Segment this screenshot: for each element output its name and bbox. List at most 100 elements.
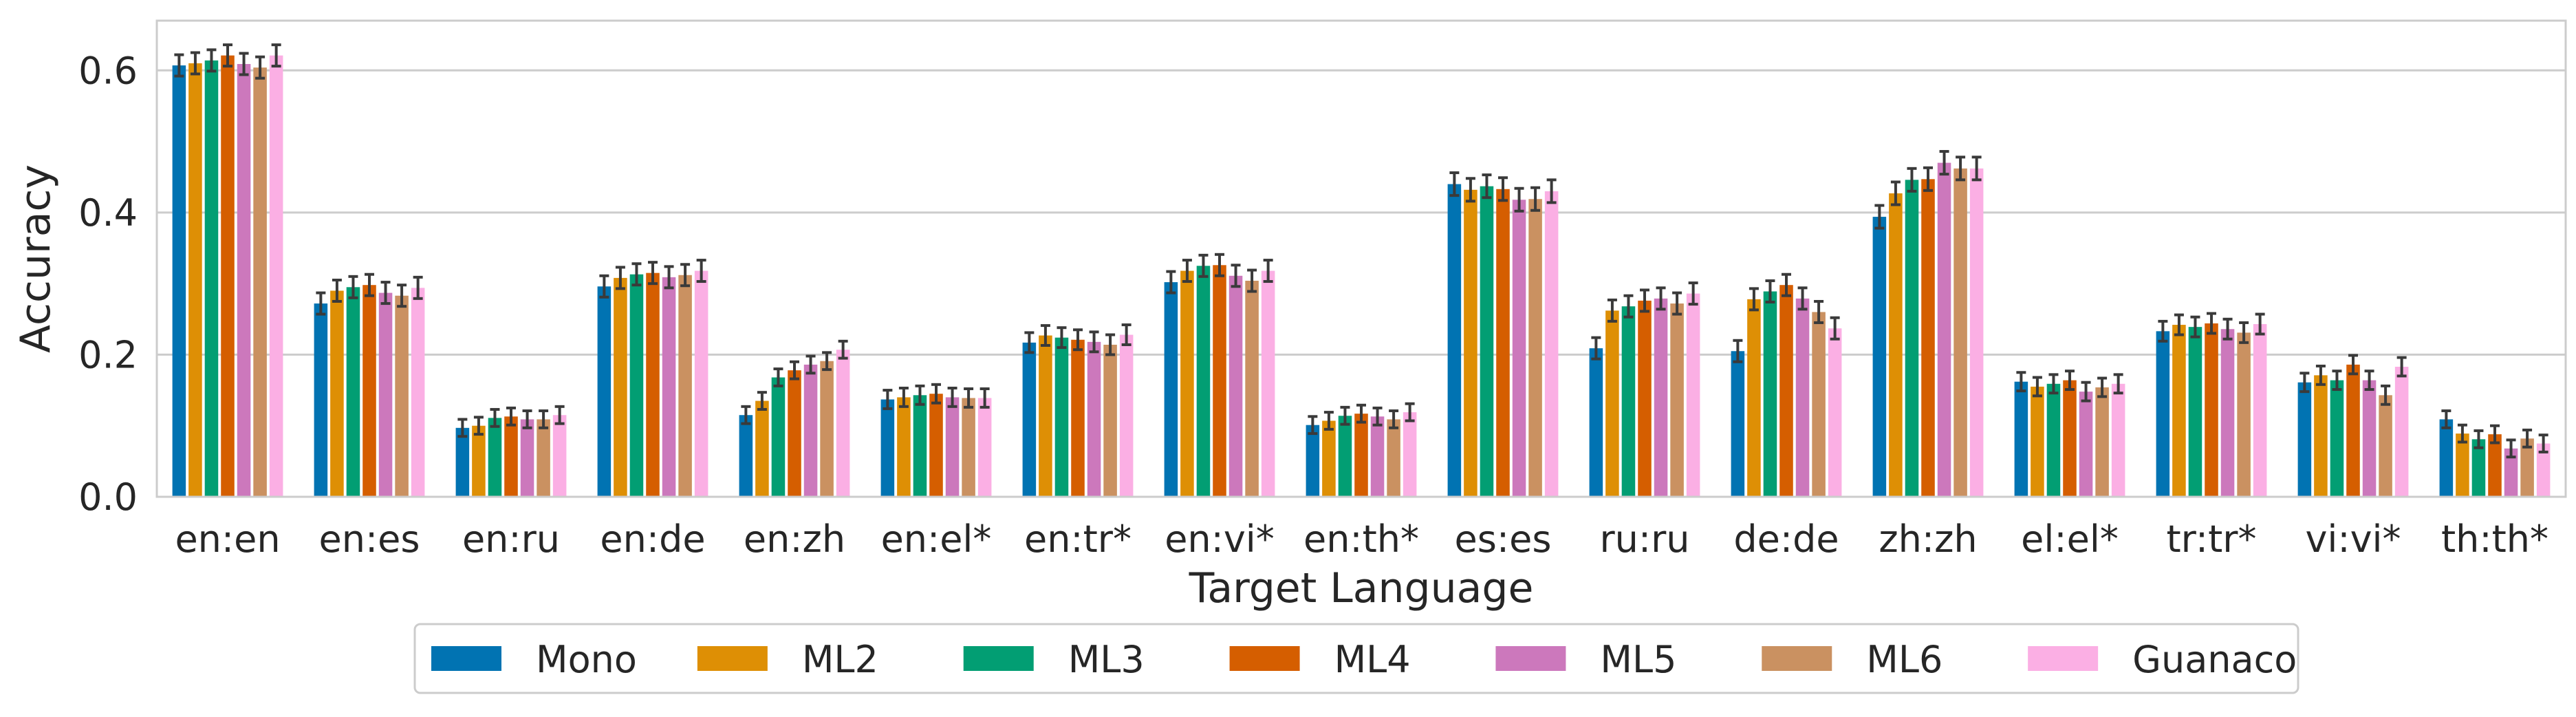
- bar: [1654, 298, 1668, 497]
- bar: [395, 295, 409, 497]
- bar: [1306, 425, 1320, 497]
- bar: [629, 274, 644, 497]
- bar: [1779, 285, 1793, 497]
- bar: [1480, 186, 1494, 497]
- bar: [678, 275, 692, 497]
- x-tick-label: zh:zh: [1879, 517, 1977, 561]
- bar: [1763, 291, 1777, 497]
- bar: [1370, 416, 1385, 497]
- bar: [1638, 300, 1652, 497]
- x-tick-label: th:th*: [2441, 517, 2548, 561]
- bar: [820, 361, 834, 497]
- bar: [1071, 339, 1085, 497]
- bar: [1245, 281, 1259, 497]
- legend-swatch: [697, 646, 768, 671]
- bar: [472, 425, 486, 497]
- bar: [1322, 420, 1336, 497]
- bar: [597, 286, 611, 497]
- bar: [269, 55, 283, 497]
- bar: [1103, 344, 1117, 497]
- bar: [2014, 381, 2028, 497]
- bar: [1354, 414, 1368, 497]
- bar: [2156, 331, 2170, 497]
- bar: [237, 64, 251, 497]
- bar: [1039, 335, 1052, 497]
- bar: [1261, 270, 1275, 497]
- bar: [1544, 191, 1559, 497]
- bar: [504, 416, 518, 497]
- x-tick-labels: en:en en:es en:ru en:de en:zh en:el* en:tr* en:…: [175, 517, 2548, 561]
- bar: [1447, 184, 1462, 497]
- bar: [1387, 419, 1400, 497]
- bar: [739, 415, 753, 497]
- bar: [1196, 266, 1211, 497]
- bar: [1889, 193, 1903, 497]
- bar: [1054, 337, 1069, 497]
- bar: [2031, 386, 2044, 497]
- x-tick-label: en:de: [600, 517, 705, 561]
- bar: [552, 415, 567, 497]
- bar: [1528, 199, 1542, 497]
- x-tick-label: el:el*: [2021, 517, 2119, 561]
- bar: [2205, 323, 2218, 497]
- bar: [1812, 312, 1826, 497]
- legend-box: [413, 623, 2299, 694]
- bar: [1731, 351, 1745, 497]
- bar: [1670, 303, 1684, 497]
- bar: [455, 427, 470, 497]
- x-axis-label: Target Language: [1189, 564, 1534, 612]
- bar: [662, 277, 676, 497]
- legend-swatch: [1495, 646, 1566, 671]
- bar: [1338, 416, 1352, 497]
- x-tick-label: en:en: [175, 517, 280, 561]
- bar: [2253, 324, 2267, 497]
- bar: [788, 370, 801, 497]
- legend: Mono ML2 ML3 ML4 ML5 ML6 Guanaco: [413, 623, 2299, 694]
- bar: [362, 285, 376, 497]
- y-axis-label: Accuracy: [12, 164, 60, 353]
- y-tick-label: 0.6: [78, 49, 138, 92]
- bar: [771, 377, 786, 497]
- x-tick-label: vi:vi*: [2305, 517, 2401, 561]
- bar: [646, 272, 660, 497]
- bar: [945, 397, 960, 497]
- error-bars: [174, 43, 2548, 459]
- x-tick-label: en:vi*: [1165, 517, 1275, 561]
- x-tick-label: de:de: [1733, 517, 1839, 561]
- x-tick-label: en:tr*: [1024, 517, 1132, 561]
- bar: [346, 287, 360, 497]
- bar: [411, 288, 425, 497]
- bar: [2172, 325, 2186, 497]
- bar: [378, 292, 393, 497]
- bar: [2188, 327, 2202, 497]
- bar: [1464, 189, 1478, 497]
- x-tick-label: en:el*: [881, 517, 992, 561]
- bar: [2063, 380, 2077, 497]
- bar: [694, 270, 708, 497]
- bar: [2314, 375, 2328, 497]
- bar: [188, 63, 202, 497]
- bar: [488, 418, 502, 497]
- bar: [2536, 443, 2551, 497]
- bar: [1795, 298, 1810, 497]
- bar: [1213, 265, 1226, 497]
- bar: [897, 397, 911, 497]
- bar: [520, 419, 534, 497]
- x-tick-label: en:th*: [1303, 517, 1419, 561]
- bar: [2046, 383, 2061, 497]
- bar: [1747, 299, 1761, 497]
- bar: [2111, 383, 2125, 497]
- x-tick-label: tr:tr*: [2167, 517, 2257, 561]
- legend-label: Guanaco: [2132, 638, 2297, 681]
- bar: [836, 350, 850, 497]
- y-tick-label: 0.0: [78, 475, 138, 519]
- bar: [1969, 168, 1984, 497]
- bar: [1953, 168, 1967, 497]
- bar: [172, 65, 186, 497]
- x-tick-label: en:zh: [744, 517, 845, 561]
- legend-swatch: [963, 646, 1034, 671]
- bar: [2439, 419, 2454, 497]
- bar: [2520, 438, 2534, 497]
- bar: [1229, 275, 1243, 497]
- legend-swatch: [2028, 646, 2099, 671]
